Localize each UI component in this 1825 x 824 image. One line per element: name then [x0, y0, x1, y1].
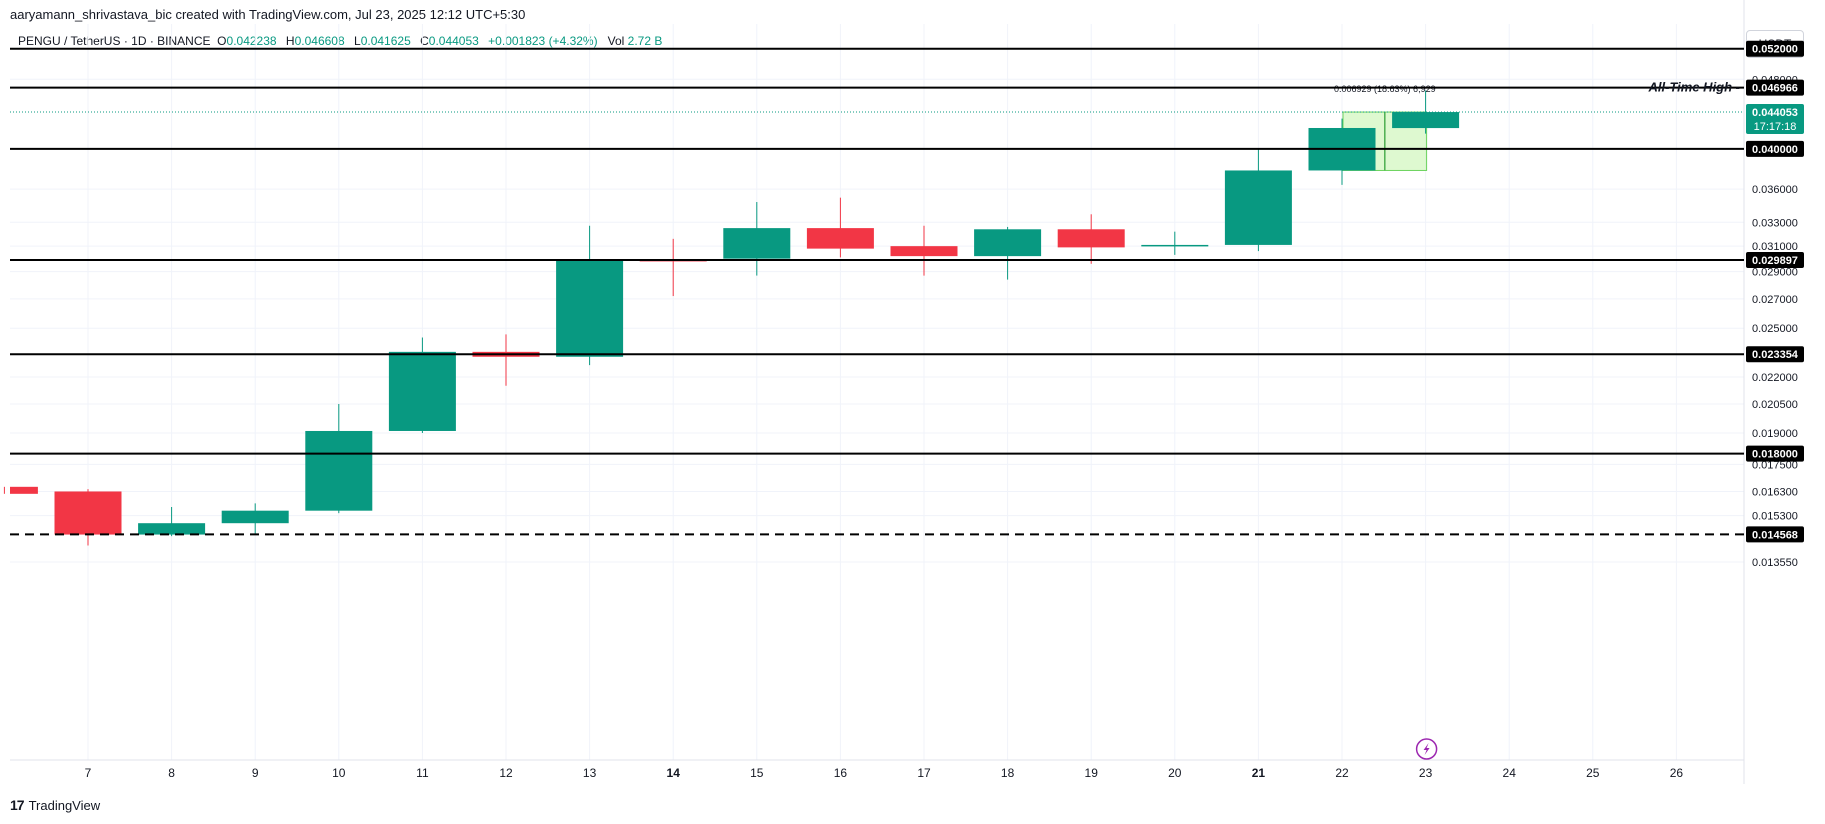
level-annotation: All-Time High - [1648, 80, 1740, 95]
x-tick-label: 25 [1586, 766, 1600, 780]
y-tick-label: 0.019000 [1752, 428, 1798, 440]
x-tick-label: 21 [1252, 766, 1266, 780]
y-tick-label: 0.020500 [1752, 399, 1798, 411]
level-label: 0.014568 [1752, 529, 1798, 541]
candle-body[interactable] [890, 246, 958, 257]
candle-body[interactable] [1392, 112, 1460, 129]
lightning-glyph [1423, 743, 1430, 755]
brand-name: TradingView [28, 797, 101, 813]
y-tick-label: 0.036000 [1752, 184, 1798, 196]
close-value: 0.044053 [428, 34, 479, 48]
volume-value: 2.72 B [627, 34, 663, 48]
x-tick-label: 13 [583, 766, 597, 780]
y-tick-label: 0.016300 [1752, 486, 1798, 498]
x-tick-label: 17 [917, 766, 931, 780]
x-tick-label: 10 [332, 766, 346, 780]
x-tick-label: 18 [1001, 766, 1015, 780]
candle-body[interactable] [54, 491, 122, 535]
candle-body[interactable] [1224, 170, 1292, 245]
candle-body[interactable] [1057, 229, 1125, 248]
level-label-box [1746, 526, 1804, 543]
x-tick-label: 11 [416, 766, 429, 780]
x-tick-label: 12 [499, 766, 513, 780]
y-tick-label: 0.017500 [1752, 459, 1798, 471]
candle-body[interactable] [388, 351, 456, 431]
low-value: 0.041625 [360, 34, 411, 48]
candle-body[interactable] [221, 510, 289, 524]
level-label: 0.040000 [1752, 144, 1798, 156]
candle-body[interactable] [10, 486, 38, 494]
candle-body[interactable] [1141, 244, 1209, 247]
x-tick-label: 26 [1670, 766, 1684, 780]
y-tick-label: 0.027000 [1752, 294, 1798, 306]
change-value: +0.001823 (+4.32%) [488, 34, 598, 48]
level-label: 0.029897 [1752, 255, 1798, 267]
tradingview-logo-icon: 17 [10, 797, 25, 813]
x-tick-label: 9 [252, 766, 259, 780]
x-tick-label: 24 [1503, 766, 1517, 780]
open-value: 0.042238 [226, 34, 277, 48]
y-tick-label: 0.025000 [1752, 323, 1798, 335]
level-label-box [1746, 140, 1804, 157]
level-label: 0.052000 [1752, 44, 1798, 56]
current-price-box [1746, 104, 1804, 135]
current-price-label: 0.044053 [1752, 107, 1798, 119]
chart-credit: aaryamann_shrivastava_bic created with T… [10, 7, 526, 22]
level-label-box [1746, 79, 1804, 96]
level-label: 0.023354 [1752, 349, 1799, 361]
high-value: 0.046608 [294, 34, 345, 48]
volume-label: Vol [607, 34, 625, 48]
candle-body[interactable] [974, 229, 1042, 257]
candle-body[interactable] [806, 228, 874, 249]
level-label-box [1746, 445, 1804, 462]
x-tick-label: 14 [667, 766, 681, 780]
high-label: H [285, 34, 295, 48]
y-tick-label: 0.022000 [1752, 372, 1798, 384]
level-label: 0.018000 [1752, 449, 1798, 461]
x-tick-label: 16 [834, 766, 848, 780]
close-label: C [420, 34, 429, 48]
candle-body[interactable] [723, 228, 791, 259]
candle-body[interactable] [138, 523, 206, 535]
symbol-name[interactable]: PENGU / TetherUS · 1D · BINANCE [18, 34, 211, 48]
y-tick-label: 0.013550 [1752, 557, 1798, 569]
bar-countdown: 17:17:18 [1754, 121, 1797, 133]
y-tick-label: 0.033000 [1752, 217, 1798, 229]
y-tick-label: 0.015300 [1752, 511, 1798, 523]
x-tick-label: 15 [750, 766, 764, 780]
x-tick-label: 8 [168, 766, 175, 780]
y-tick-label: 0.031000 [1752, 241, 1798, 253]
candle-body[interactable] [305, 430, 373, 511]
level-label-box [1746, 251, 1804, 268]
symbol-legend: PENGU / TetherUS · 1D · BINANCE O0.04223… [18, 34, 668, 48]
candle-body[interactable] [556, 259, 624, 357]
y-tick-label: 0.029000 [1752, 267, 1798, 279]
x-tick-label: 20 [1168, 766, 1182, 780]
level-label-box [1746, 40, 1804, 57]
x-tick-label: 19 [1085, 766, 1099, 780]
brand[interactable]: 17 TradingView [10, 797, 100, 813]
measure-label: 0.006929 (18.63%) 6,929 [1334, 84, 1436, 94]
open-label: O [217, 34, 227, 48]
x-tick-label: 23 [1419, 766, 1433, 780]
x-tick-label: 7 [85, 766, 92, 780]
low-label: L [354, 34, 361, 48]
x-tick-label: 22 [1335, 766, 1349, 780]
level-label-box [1746, 346, 1804, 363]
level-label: 0.046966 [1752, 83, 1798, 95]
